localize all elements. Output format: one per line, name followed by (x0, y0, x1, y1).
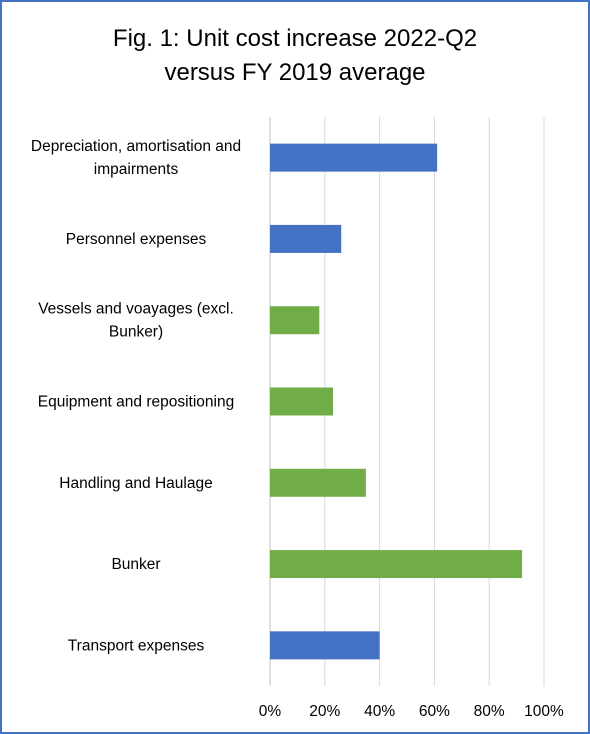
x-tick-label: 20% (309, 703, 340, 720)
chart-title: Fig. 1: Unit cost increase 2022-Q2 versus… (113, 25, 477, 86)
bar-4 (270, 387, 334, 416)
bar-1 (270, 143, 438, 172)
bar-5 (270, 468, 366, 497)
bar-6 (270, 550, 523, 579)
category-label: Vessels and voayages (excl. Bunker) (38, 301, 234, 341)
bar-3 (270, 306, 320, 335)
x-tick-label: 60% (419, 703, 450, 720)
x-tick-label: 100% (524, 703, 564, 720)
category-label: Transport expenses (68, 637, 205, 654)
x-tick-label: 80% (474, 703, 505, 720)
category-label: Depreciation, amortisation and impairment… (31, 138, 241, 178)
bar-7 (270, 631, 380, 660)
x-tick-label: 0% (259, 703, 282, 720)
bars (270, 143, 523, 660)
category-label: Handling and Haulage (59, 475, 212, 492)
x-tick-labels: 0% 20% 40% 60% 80% 100% (259, 703, 564, 720)
category-label: Equipment and repositioning (38, 394, 234, 411)
category-label: Personnel expenses (66, 231, 207, 248)
chart-title-line-2: versus FY 2019 average (164, 59, 425, 86)
category-labels: Depreciation, amortisation and impairment… (31, 138, 241, 654)
category-label: Bunker (111, 556, 160, 573)
gridlines (269, 117, 545, 686)
chart-title-line-1: Fig. 1: Unit cost increase 2022-Q2 (113, 25, 477, 52)
bar-2 (270, 224, 342, 253)
x-tick-label: 40% (364, 703, 395, 720)
